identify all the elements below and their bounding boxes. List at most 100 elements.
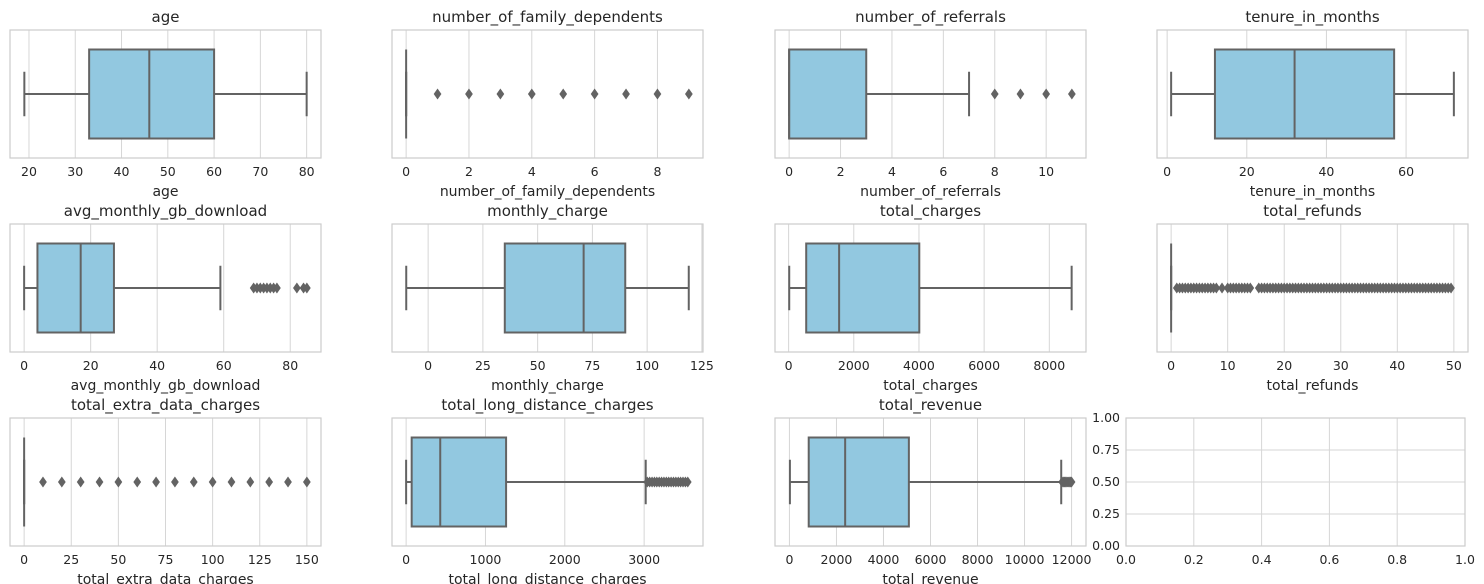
x-tick-label: 0 [1167, 358, 1175, 373]
x-tick-label: 60 [216, 358, 232, 373]
outlier-point [1042, 88, 1051, 100]
outlier-point [95, 476, 104, 488]
x-axis-label: number_of_family_dependents [440, 184, 655, 200]
x-tick-label: 2000 [821, 552, 853, 567]
iqr-box [788, 48, 868, 140]
outlier-point [684, 88, 693, 100]
y-tick-label: 0.50 [1092, 474, 1120, 489]
y-tick-label: 0.75 [1092, 442, 1120, 457]
subplot-number_of_referrals: 0 2 4 6 8 10 number_of_referrals number_of_refe… [774, 8, 1087, 200]
iqr-box [36, 242, 115, 334]
x-tick-label: 1.0 [1455, 552, 1475, 567]
x-tick-label: 0.8 [1387, 552, 1407, 567]
x-tick-label: 20 [21, 164, 37, 179]
subplot-number_of_family_dependents: 0 2 4 6 8 number_of_family_dependents number_o… [391, 8, 704, 200]
subplot-total_long_distance_charges: 0 1000 2000 3000 total_long_distance_charges… [391, 396, 704, 584]
outlier-point [1067, 88, 1076, 100]
x-tick-label: 0 [785, 358, 793, 373]
x-tick-label: 1000 [470, 552, 502, 567]
iqr-box [807, 436, 910, 528]
x-axis-label: total_extra_data_charges [77, 572, 253, 584]
x-tick-label: 0.2 [1184, 552, 1204, 567]
x-tick-label: 60 [1398, 164, 1414, 179]
x-tick-label: 0 [402, 552, 410, 567]
outlier-point [133, 476, 142, 488]
x-tick-label: 20 [1239, 164, 1255, 179]
plot-frame [1156, 223, 1469, 353]
x-tick-label: 2000 [549, 552, 581, 567]
iqr-box [503, 242, 627, 334]
outlier-point [1016, 88, 1025, 100]
x-tick-label: 75 [158, 552, 174, 567]
x-axis-label: total_long_distance_charges [448, 572, 646, 584]
outlier-point [114, 476, 123, 488]
x-tick-label: 75 [584, 358, 600, 373]
plot-frame [1156, 29, 1469, 159]
subplot-title: tenure_in_months [1245, 8, 1380, 27]
subplot-total_extra_data_charges: 0 25 50 75 100 125 150 total_extra_data_charges… [9, 396, 322, 584]
x-tick-label: 60 [206, 164, 222, 179]
plot-frame [9, 29, 322, 159]
outlier-point [683, 476, 692, 488]
outlier-point [1212, 282, 1221, 294]
outlier-point [496, 88, 505, 100]
x-tick-label: 8000 [962, 552, 994, 567]
x-tick-label: 2 [465, 164, 473, 179]
outlier-point [246, 476, 255, 488]
outlier-point [302, 282, 311, 294]
x-tick-label: 0 [20, 358, 28, 373]
plot-frame [1125, 417, 1466, 547]
x-tick-label: 80 [282, 358, 298, 373]
outlier-point [227, 476, 236, 488]
iqr-box [805, 242, 921, 334]
outlier-point [265, 476, 274, 488]
subplot-title: total_revenue [879, 396, 982, 415]
outlier-point [590, 88, 599, 100]
subplot-title: number_of_family_dependents [432, 8, 663, 27]
x-tick-label: 25 [63, 552, 79, 567]
plot-frame [774, 417, 1087, 547]
x-tick-label: 4000 [868, 552, 900, 567]
x-tick-label: 2 [837, 164, 845, 179]
x-axis-label: total_refunds [1267, 378, 1359, 394]
outlier-point [1067, 476, 1076, 488]
x-tick-label: 8000 [1033, 358, 1065, 373]
subplot-total_revenue: 0 2000 4000 6000 8000 10000 12000 total_revenue… [774, 396, 1091, 584]
iqr-box [410, 436, 508, 528]
outlier-point [273, 282, 281, 294]
x-axis-label: monthly_charge [491, 378, 604, 394]
x-tick-label: 40 [1389, 358, 1405, 373]
outlier-point [152, 476, 160, 488]
iqr-box [1213, 48, 1396, 140]
y-tick-label: 0.00 [1092, 538, 1120, 553]
subplot-title: age [152, 8, 180, 26]
x-tick-label: 6 [591, 164, 599, 179]
x-tick-label: 40 [1318, 164, 1334, 179]
x-axis-label: total_charges [883, 378, 977, 394]
x-tick-label: 6 [939, 164, 947, 179]
x-tick-label: 4000 [903, 358, 935, 373]
x-tick-label: 30 [1333, 358, 1349, 373]
plot-frame [9, 223, 322, 353]
subplot-total_charges: 0 2000 4000 6000 8000 total_charges total_char… [774, 202, 1087, 394]
outlier-point [990, 88, 999, 100]
subplot-title: total_refunds [1263, 202, 1362, 221]
plot-frame [9, 417, 322, 547]
subplot-age: 20 30 40 50 60 70 80 age age [9, 8, 322, 200]
outlier-point [284, 476, 292, 488]
x-tick-label: 6000 [915, 552, 947, 567]
x-axis-label: tenure_in_months [1250, 184, 1375, 200]
outlier-point [433, 88, 442, 100]
outlier-point [465, 88, 473, 100]
subplot-title: total_charges [880, 202, 981, 221]
subplot-empty: 0.00 0.25 0.50 0.75 1.00 0.0 0.2 0.4 0.6 0.8 1.0 [1092, 410, 1475, 567]
outlier-point [57, 476, 66, 488]
subplot-title: number_of_referrals [855, 8, 1006, 27]
x-tick-label: 50 [160, 164, 176, 179]
x-tick-label: 2000 [838, 358, 870, 373]
plot-frame [774, 223, 1087, 353]
outlier-point [1246, 282, 1255, 294]
outlier-point [171, 476, 179, 488]
x-axis-label: age [152, 184, 178, 200]
